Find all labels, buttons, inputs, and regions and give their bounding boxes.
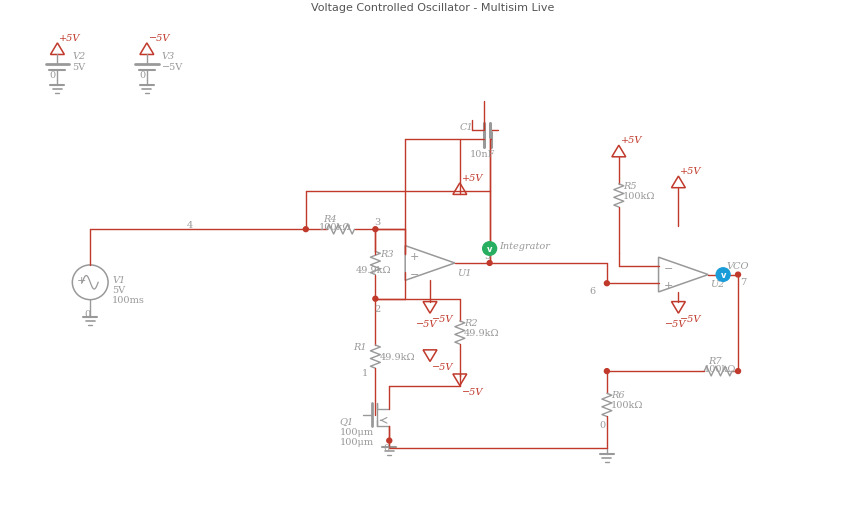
Text: 100μm: 100μm — [339, 427, 374, 436]
Title: Voltage Controlled Oscillator - Multisim Live: Voltage Controlled Oscillator - Multisim… — [311, 3, 555, 13]
Text: 10nF: 10nF — [469, 150, 495, 159]
Text: −: − — [663, 263, 673, 273]
Text: −: − — [410, 269, 419, 279]
Text: −5V: −5V — [462, 387, 483, 396]
Text: 5V: 5V — [73, 63, 86, 72]
Circle shape — [604, 281, 610, 286]
Text: R1: R1 — [353, 343, 367, 351]
Circle shape — [604, 369, 610, 374]
Text: 5: 5 — [485, 252, 491, 261]
Text: U2: U2 — [710, 280, 725, 289]
Text: 5V: 5V — [112, 286, 126, 295]
Text: +5V: +5V — [462, 174, 483, 183]
Text: 0: 0 — [84, 309, 90, 319]
Text: −5V: −5V — [149, 34, 171, 43]
Text: +5V: +5V — [60, 34, 81, 43]
Text: Q1: Q1 — [339, 417, 354, 426]
Text: R7: R7 — [708, 356, 722, 365]
Circle shape — [303, 228, 308, 232]
Text: 100kΩ: 100kΩ — [623, 191, 656, 200]
Text: Integrator: Integrator — [500, 241, 551, 250]
Text: R6: R6 — [611, 390, 624, 400]
Text: 49.9kΩ: 49.9kΩ — [464, 328, 500, 337]
Text: V3: V3 — [162, 51, 175, 61]
Circle shape — [373, 228, 378, 232]
Text: 3: 3 — [374, 217, 381, 226]
Text: v: v — [487, 244, 493, 253]
Text: −5V: −5V — [432, 363, 454, 372]
Text: 0: 0 — [139, 71, 145, 80]
Text: −5V: −5V — [681, 315, 701, 324]
Text: VCO: VCO — [726, 262, 748, 270]
Text: v: v — [721, 270, 726, 279]
Text: 4: 4 — [186, 220, 193, 229]
Text: 100kΩ: 100kΩ — [319, 223, 352, 232]
Text: 100kΩ: 100kΩ — [611, 400, 643, 409]
Text: 6: 6 — [589, 287, 595, 296]
Text: 1: 1 — [361, 369, 368, 378]
Text: 49.9kΩ: 49.9kΩ — [356, 265, 391, 274]
Text: V2: V2 — [73, 51, 86, 61]
Text: R4: R4 — [323, 214, 336, 223]
Text: C1: C1 — [460, 123, 474, 132]
Text: V1: V1 — [112, 275, 126, 284]
Text: +5V: +5V — [621, 136, 643, 145]
Text: R5: R5 — [623, 182, 637, 190]
Circle shape — [373, 297, 378, 301]
Text: −5V: −5V — [162, 63, 183, 72]
Text: +: + — [663, 280, 673, 291]
Text: −5V: −5V — [432, 315, 454, 324]
Text: 2: 2 — [374, 304, 381, 313]
Text: −5V: −5V — [664, 319, 686, 328]
Circle shape — [716, 268, 730, 282]
Text: 100μm: 100μm — [339, 437, 374, 446]
Circle shape — [482, 242, 496, 256]
Text: R3: R3 — [380, 249, 394, 258]
Text: U1: U1 — [457, 268, 471, 277]
Circle shape — [735, 273, 740, 277]
Text: 49.9kΩ: 49.9kΩ — [379, 352, 415, 361]
Text: 0: 0 — [49, 71, 55, 80]
Text: +5V: +5V — [681, 167, 701, 176]
Circle shape — [488, 261, 492, 266]
Text: 100ms: 100ms — [112, 295, 145, 304]
Text: 100kΩ: 100kΩ — [704, 364, 737, 374]
Text: 0: 0 — [599, 420, 605, 430]
Text: R2: R2 — [464, 318, 477, 327]
Text: +: + — [77, 275, 87, 285]
Text: 0: 0 — [384, 444, 390, 453]
Circle shape — [735, 369, 740, 374]
Text: 7: 7 — [740, 278, 746, 287]
Text: +: + — [410, 252, 419, 262]
Text: −5V: −5V — [416, 319, 437, 328]
Circle shape — [387, 438, 391, 443]
